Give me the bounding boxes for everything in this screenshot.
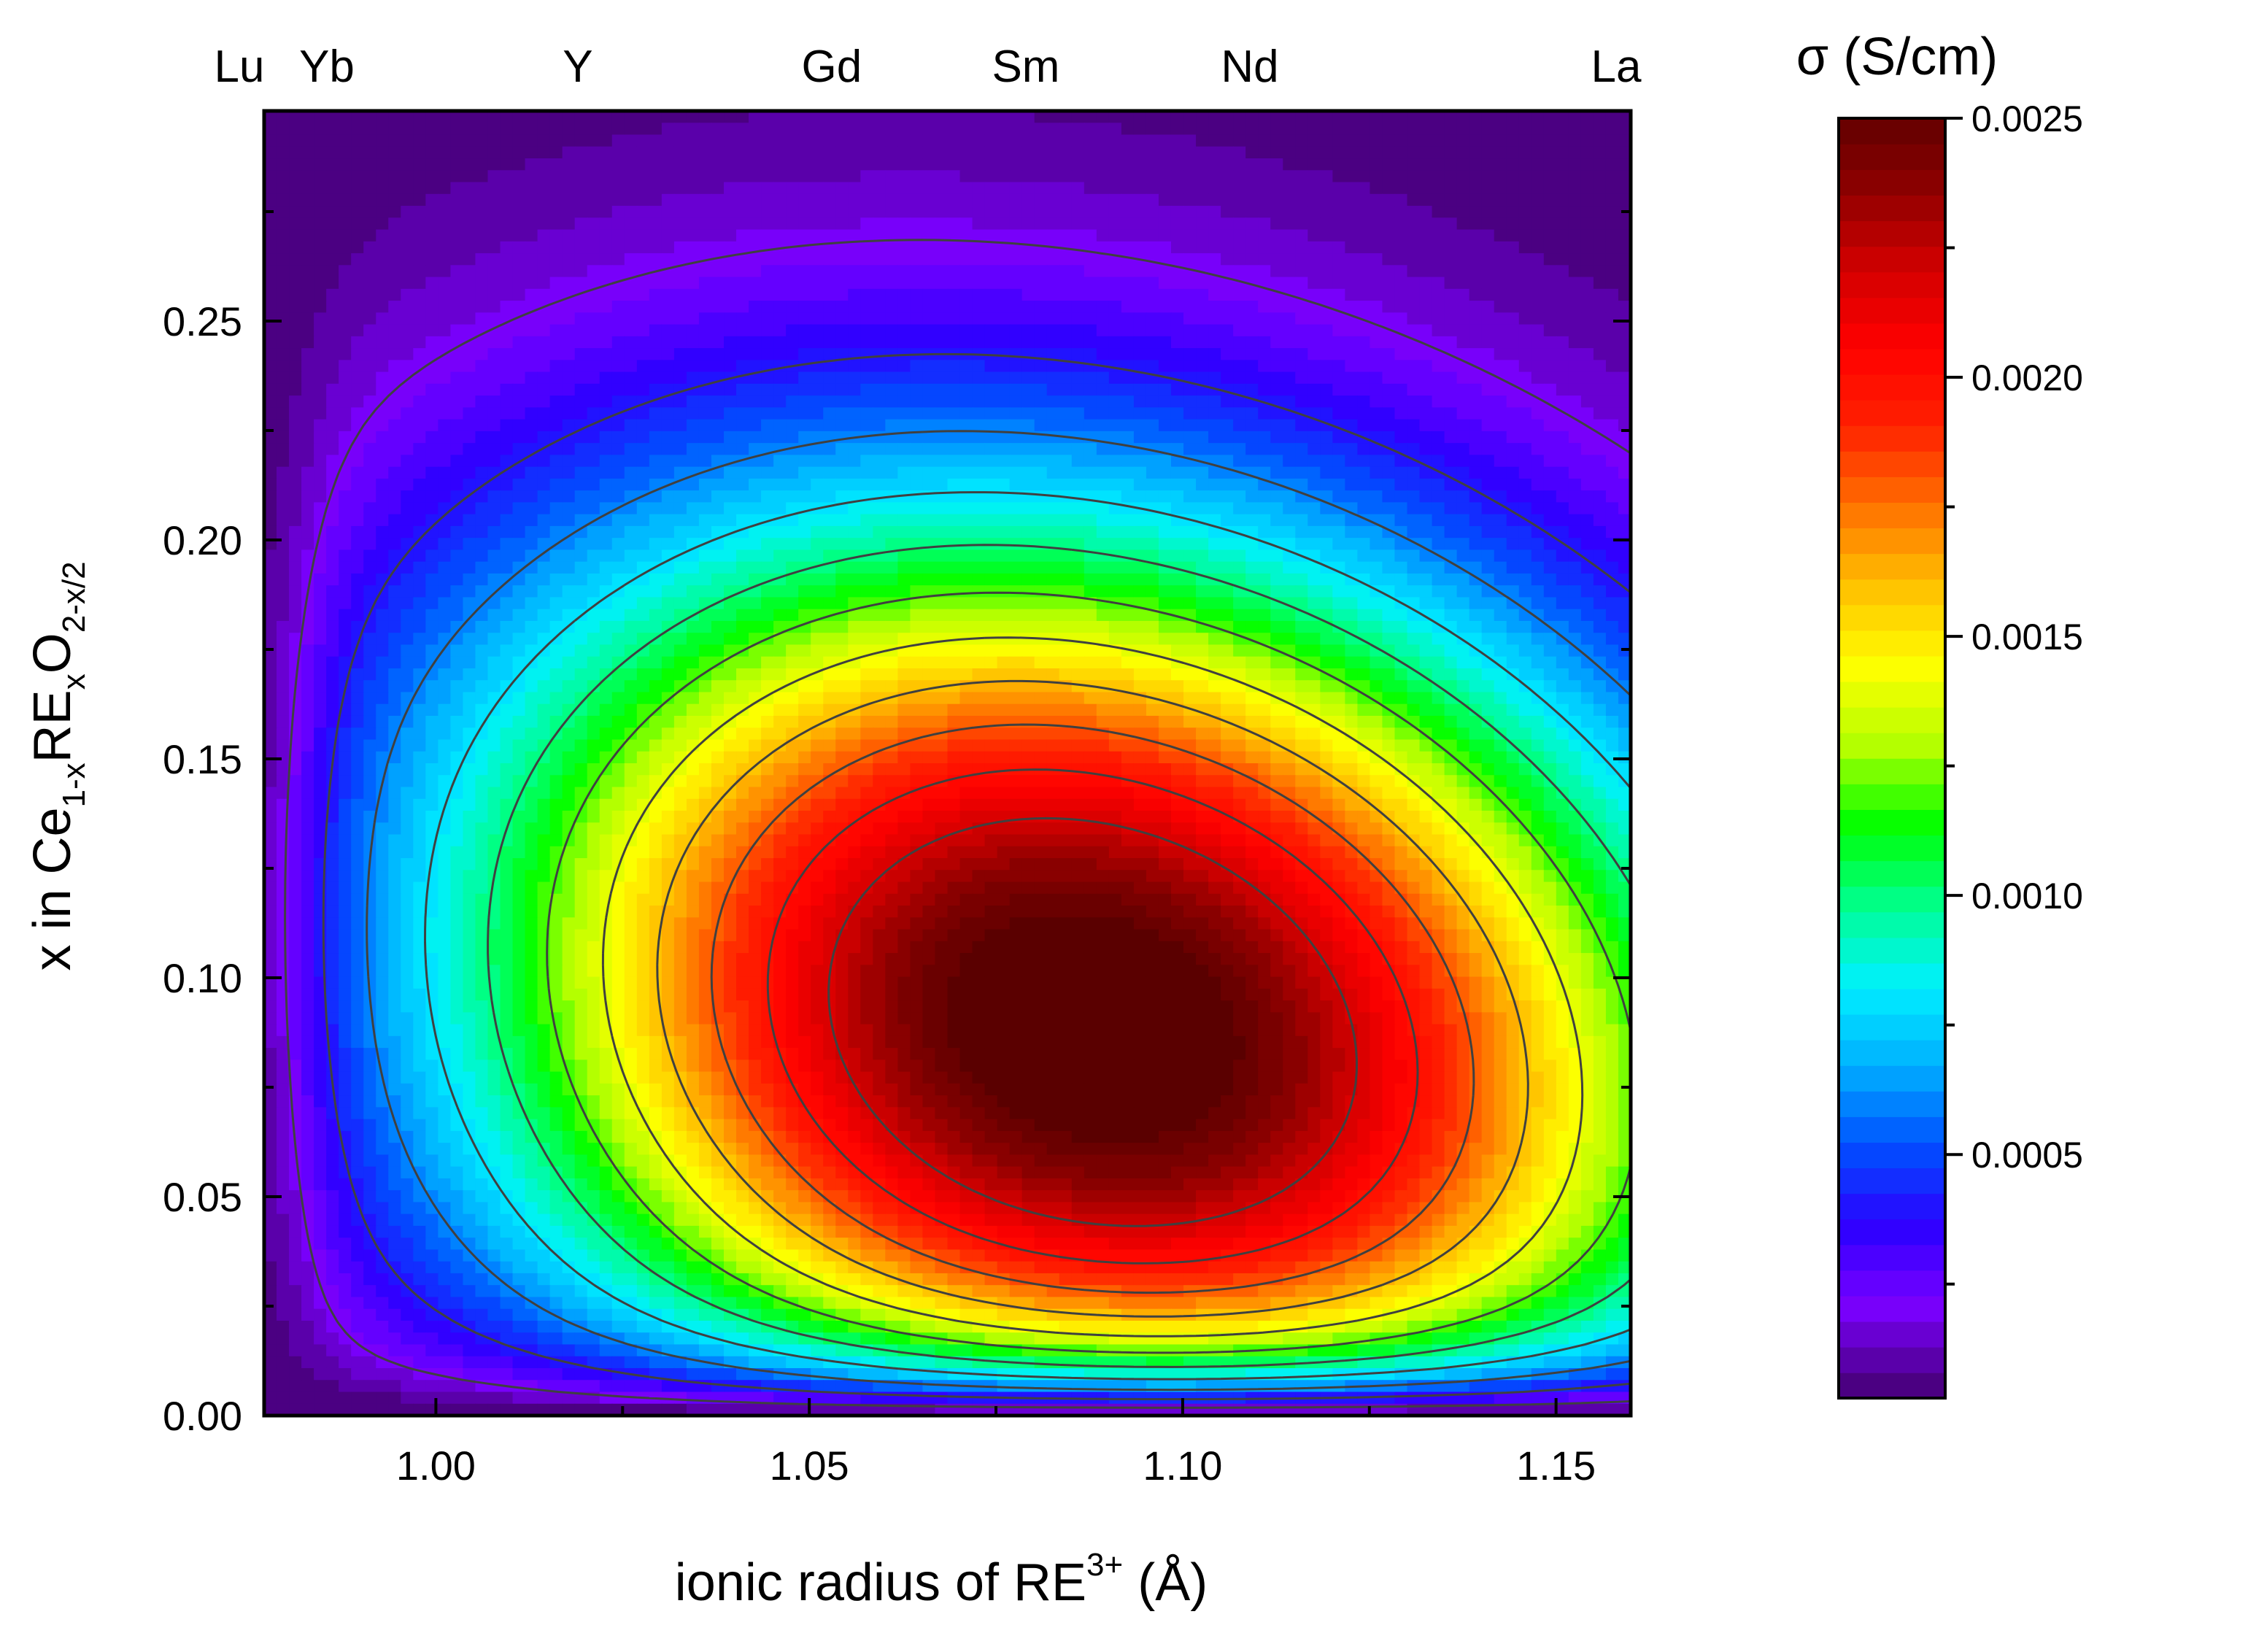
x-tick-label: 1.00: [396, 1443, 476, 1489]
colorbar-band: [1839, 656, 1945, 682]
colorbar-band: [1839, 938, 1945, 964]
colorbar-band: [1839, 911, 1945, 938]
x-tick-label: 1.10: [1143, 1443, 1222, 1489]
colorbar-band: [1839, 579, 1945, 605]
colorbar-band: [1839, 1065, 1945, 1092]
y-tick-label: 0.10: [163, 955, 242, 1001]
colorbar-band: [1839, 298, 1945, 324]
colorbar-band: [1839, 246, 1945, 272]
colorbar-band: [1839, 1296, 1945, 1322]
y-tick-label: 0.00: [163, 1393, 242, 1439]
top-element-axis: Lu Yb Y Gd Sm Nd La: [215, 42, 1642, 92]
colorbar-band: [1839, 682, 1945, 708]
colorbar-band: [1839, 963, 1945, 989]
colorbar-band: [1839, 630, 1945, 657]
colorbar-title: σ (S/cm): [1796, 28, 1998, 86]
colorbar-band: [1839, 1142, 1945, 1168]
element-label-sm: Sm: [992, 42, 1059, 92]
colorbar-band: [1839, 271, 1945, 298]
colorbar-band: [1839, 323, 1945, 350]
colorbar-band: [1839, 809, 1945, 835]
y-tick-label: 0.25: [163, 298, 242, 344]
colorbar-tick-label: 0.0010: [1971, 876, 2083, 916]
colorbar-band: [1839, 886, 1945, 912]
colorbar-band: [1839, 476, 1945, 503]
colorbar-band: [1839, 784, 1945, 810]
element-label-yb: Yb: [299, 42, 355, 92]
colorbar-band: [1839, 144, 1945, 170]
colorbar-tick-label: 0.0005: [1971, 1135, 2083, 1176]
colorbar-band: [1839, 1373, 1945, 1399]
heatmap-fill: [264, 111, 1631, 1416]
y-tick-label: 0.20: [163, 517, 242, 563]
colorbar-band: [1839, 1347, 1945, 1373]
colorbar-band: [1839, 733, 1945, 759]
element-label-lu: Lu: [215, 42, 265, 92]
colorbar-band: [1839, 374, 1945, 401]
colorbar-tick-label: 0.0025: [1971, 99, 2083, 139]
colorbar-band: [1839, 605, 1945, 631]
colorbar-band: [1839, 220, 1945, 247]
y-tick-label: 0.05: [163, 1174, 242, 1220]
colorbar-band: [1839, 860, 1945, 887]
colorbar-band: [1839, 1040, 1945, 1066]
colorbar-band: [1839, 758, 1945, 784]
colorbar-band: [1839, 553, 1945, 579]
plot-area: [264, 111, 1631, 1416]
y-axis-title: x in Ce1-xRExO2-x/2: [23, 561, 92, 970]
colorbar-band: [1839, 1167, 1945, 1194]
colorbar-band: [1839, 1245, 1945, 1271]
colorbar-band: [1839, 349, 1945, 375]
element-label-gd: Gd: [801, 42, 862, 92]
colorbar-tick-label: 0.0020: [1971, 358, 2083, 398]
colorbar-band: [1839, 400, 1945, 426]
colorbar: 0.0025 0.0020 0.0015 0.0010 0.0005: [1839, 99, 2083, 1399]
colorbar-band: [1839, 451, 1945, 477]
element-label-nd: Nd: [1221, 42, 1278, 92]
colorbar-band: [1839, 1091, 1945, 1117]
colorbar-band: [1839, 1219, 1945, 1245]
colorbar-band: [1839, 989, 1945, 1015]
colorbar-band: [1839, 707, 1945, 733]
element-label-la: La: [1591, 42, 1642, 92]
x-tick-label: 1.05: [770, 1443, 849, 1489]
colorbar-band: [1839, 169, 1945, 196]
colorbar-tick-label: 0.0015: [1971, 617, 2083, 657]
colorbar-band: [1839, 502, 1945, 528]
x-tick-label: 1.15: [1516, 1443, 1596, 1489]
colorbar-band: [1839, 1014, 1945, 1041]
colorbar-band: [1839, 425, 1945, 452]
colorbar-band: [1839, 1193, 1945, 1219]
colorbar-band: [1839, 528, 1945, 554]
colorbar-band: [1839, 1270, 1945, 1297]
colorbar-band: [1839, 118, 1945, 144]
colorbar-band: [1839, 1116, 1945, 1143]
x-axis-title: ionic radius of RE3+ (Å): [675, 1547, 1208, 1612]
colorbar-band: [1839, 835, 1945, 861]
element-label-y: Y: [563, 42, 592, 92]
colorbar-band: [1839, 1321, 1945, 1348]
y-tick-label: 0.15: [163, 736, 242, 782]
colorbar-band: [1839, 195, 1945, 221]
